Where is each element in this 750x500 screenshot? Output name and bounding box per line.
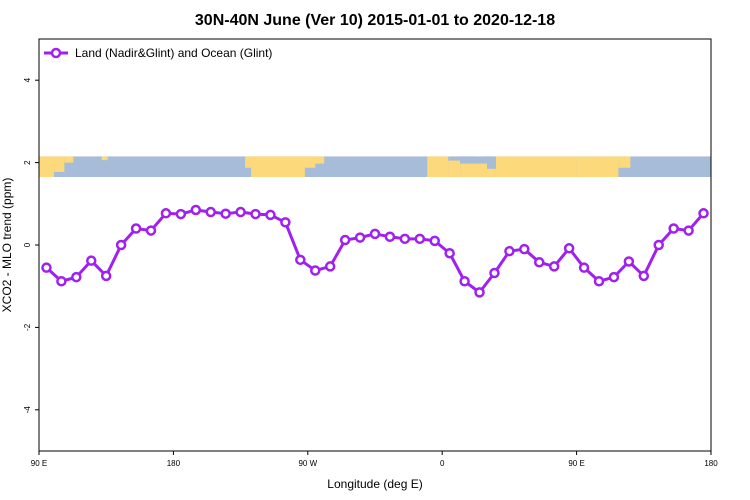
x-tick-label: 180 (704, 459, 718, 468)
y-axis: -4 -2 0 2 4 (23, 77, 39, 413)
series-line (45, 208, 705, 294)
data-point (593, 276, 605, 287)
data-point (339, 234, 351, 246)
plot-frame (38, 38, 712, 452)
data-point (71, 271, 82, 283)
data-point (56, 276, 67, 287)
data-point (489, 267, 500, 279)
map-strip-land (460, 163, 487, 178)
data-point (220, 208, 231, 219)
map-strip-land (618, 156, 631, 168)
map-strip-land (39, 156, 54, 178)
data-point (41, 262, 52, 273)
data-point (265, 209, 276, 221)
map-strip-land (64, 156, 74, 163)
y-tick-label: -2 (23, 323, 32, 331)
data-point (145, 225, 157, 236)
data-point (534, 257, 545, 268)
data-point (504, 245, 515, 257)
map-strip-land (487, 168, 496, 178)
map-strip-land (53, 156, 65, 172)
data-point (175, 208, 187, 220)
data-point (519, 243, 530, 255)
data-point (310, 265, 321, 276)
x-tick-label: 0 (440, 459, 445, 468)
data-point (250, 208, 261, 220)
map-strip-land (101, 156, 108, 161)
x-tick-label: 180 (167, 459, 181, 468)
x-tick-label: 90 E (31, 459, 47, 468)
data-point (653, 239, 664, 251)
y-tick-label: 2 (23, 160, 32, 165)
data-point (205, 206, 216, 218)
x-tick-label: 90 W (298, 459, 317, 468)
data-point (384, 231, 396, 243)
data-point (324, 261, 336, 272)
data-point (190, 204, 202, 216)
data-point (86, 255, 97, 266)
data-point (668, 223, 679, 234)
data-point (623, 256, 635, 267)
legend: Land (Nadir&Glint) and Ocean (Glint) (44, 46, 272, 60)
data-point (115, 239, 127, 251)
data-point (235, 206, 246, 218)
data-point (563, 243, 575, 254)
data-point (459, 276, 470, 287)
data-point (444, 247, 455, 259)
x-tick-label: 90 E (568, 459, 584, 468)
data-point (130, 223, 142, 234)
y-tick-label: 4 (23, 77, 32, 82)
data-point (608, 271, 620, 283)
legend-marker-swatch (50, 47, 62, 59)
legend-entry-label: Land (Nadir&Glint) and Ocean (Glint) (75, 46, 272, 60)
x-axis: 90 E 180 90 W 0 90 E 180 (31, 451, 718, 468)
map-strip-land (576, 156, 619, 178)
data-point (429, 235, 440, 247)
x-axis-label: Longitude (deg E) (327, 477, 422, 491)
data-point (399, 233, 411, 245)
data-point (698, 208, 709, 219)
data-point (369, 228, 381, 240)
map-strip-land (304, 156, 325, 164)
map-strip (39, 156, 711, 178)
data-point (474, 287, 485, 298)
map-strip-land (495, 156, 577, 178)
data-point (160, 208, 172, 219)
data-point (578, 262, 590, 273)
data-point (280, 217, 291, 228)
data-point (548, 261, 560, 272)
data-point (100, 270, 112, 282)
y-tick-label: 0 (23, 242, 32, 247)
data-point (683, 225, 694, 236)
chart-title: 30N-40N June (Ver 10) 2015-01-01 to 2020… (195, 12, 555, 29)
map-strip-land (525, 165, 532, 175)
data-point (414, 233, 426, 245)
map-strip-land (427, 156, 449, 178)
y-axis-label: XCO2 - MLO trend (ppm) (0, 178, 14, 313)
y-tick-label: -4 (23, 406, 32, 414)
data-point (295, 254, 306, 266)
map-strip-sea (460, 156, 476, 163)
data-point (354, 232, 366, 243)
series-layer (41, 204, 709, 298)
data-point (638, 270, 650, 282)
map-strip-sea (484, 156, 493, 161)
map-strip-land (251, 156, 305, 178)
map-strip-land (448, 160, 461, 178)
